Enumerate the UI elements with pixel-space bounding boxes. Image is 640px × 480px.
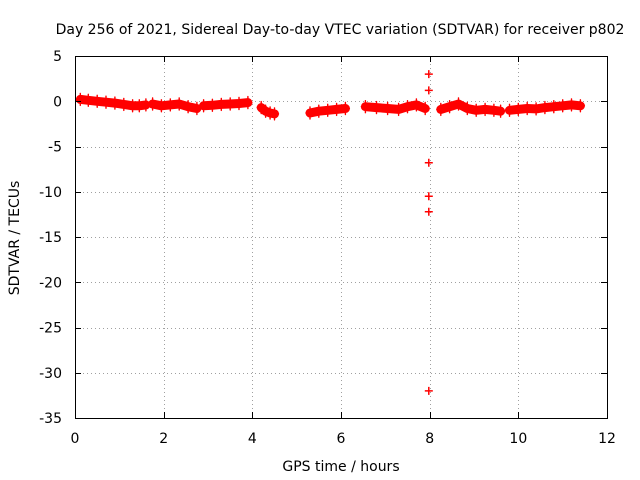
y-tick-label: -30 <box>39 366 62 382</box>
x-tick-label: 10 <box>509 431 527 447</box>
data-point <box>174 97 184 111</box>
data-point <box>183 100 193 114</box>
data-point <box>225 97 235 111</box>
data-point <box>156 99 167 113</box>
data-point <box>75 92 85 107</box>
data-point <box>566 98 577 112</box>
outlier-point <box>424 207 433 216</box>
data-point <box>495 104 506 118</box>
data-segment-3 <box>198 95 253 113</box>
y-tick-label: 0 <box>53 94 62 110</box>
x-tick-label: 6 <box>337 431 346 447</box>
data-point <box>540 100 550 115</box>
data-point <box>393 102 404 117</box>
x-tick-label: 4 <box>248 431 257 447</box>
data-point <box>436 102 446 117</box>
data-point <box>462 101 472 116</box>
data-series <box>75 70 586 395</box>
data-point <box>101 95 111 109</box>
y-tick-label: 5 <box>53 49 62 65</box>
y-tick-label: -5 <box>48 140 62 156</box>
data-point <box>305 106 315 120</box>
data-point <box>234 96 244 111</box>
data-point <box>360 100 371 114</box>
data-point <box>207 98 218 112</box>
data-point <box>531 102 541 116</box>
outlier-point <box>424 158 433 167</box>
data-point <box>243 95 253 110</box>
data-point <box>265 106 275 120</box>
ticks <box>75 56 608 419</box>
x-axis-label: GPS time / hours <box>282 459 399 475</box>
data-point <box>340 101 351 116</box>
data-point <box>119 97 129 112</box>
data-point <box>331 102 342 117</box>
data-point <box>147 97 158 111</box>
data-point <box>198 99 209 113</box>
data-point <box>489 103 499 117</box>
outlier-point <box>424 192 433 201</box>
y-axis-label: SDTVAR / TECUs <box>7 181 23 296</box>
data-point <box>558 99 568 113</box>
data-point <box>420 101 430 116</box>
y-tick-label: -10 <box>39 185 62 201</box>
y-tick-label: -25 <box>39 321 62 337</box>
y-tick-label: -15 <box>39 230 62 246</box>
data-segment-1 <box>75 92 151 113</box>
data-point <box>110 96 120 110</box>
data-point <box>92 94 102 108</box>
data-point <box>314 104 324 118</box>
data-point <box>165 98 175 112</box>
x-tick-label: 8 <box>425 431 434 447</box>
data-point <box>323 103 333 117</box>
x-tick-label: 0 <box>71 431 80 447</box>
data-point <box>513 102 523 117</box>
data-point <box>134 99 144 113</box>
data-point <box>453 97 464 111</box>
chart-title: Day 256 of 2021, Sidereal Day-to-day VTE… <box>56 22 625 38</box>
data-segment-7 <box>436 97 506 118</box>
data-segment-2 <box>147 97 202 116</box>
data-point <box>402 100 413 114</box>
y-tick-label: -20 <box>39 275 62 291</box>
data-point <box>504 103 515 117</box>
data-point <box>192 101 202 116</box>
data-segment-4 <box>256 100 280 121</box>
data-point <box>260 104 271 118</box>
data-segment-6 <box>360 98 430 117</box>
outlier-point <box>424 386 433 395</box>
x-tick-label: 2 <box>159 431 168 447</box>
data-point <box>444 100 455 114</box>
data-point <box>411 98 422 112</box>
data-point <box>575 99 586 113</box>
data-point <box>522 101 532 116</box>
data-point <box>269 107 280 121</box>
data-point <box>83 93 93 107</box>
data-point <box>216 97 226 112</box>
data-point <box>549 100 559 114</box>
data-point <box>480 102 490 117</box>
data-point <box>382 101 393 116</box>
y-tick-label: -35 <box>39 411 62 427</box>
data-segment-5 <box>305 101 351 120</box>
data-point <box>371 100 382 115</box>
data-segment-8 <box>504 98 586 117</box>
outlier-point <box>424 86 433 95</box>
outlier-point <box>424 70 433 79</box>
data-point <box>471 103 481 117</box>
x-tick-label: 12 <box>598 431 616 447</box>
tick-labels: 0 2 4 6 8 10 12 5 0 -5 -10 -15 -20 -25 -30 -35 <box>39 49 616 447</box>
